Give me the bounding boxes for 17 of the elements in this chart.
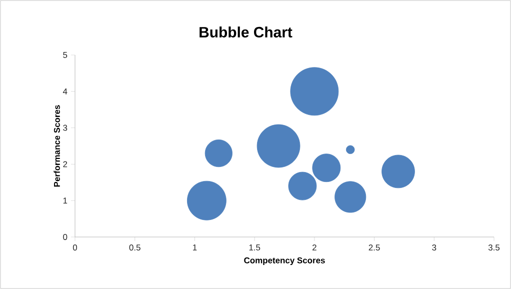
x-tick-label: 3.5: [488, 244, 500, 251]
x-tick-label: 2.5: [368, 244, 380, 251]
x-axis-title: Competency Scores: [244, 257, 325, 266]
x-tick-label: 3: [432, 244, 436, 251]
x-tick-label: 0.5: [129, 244, 140, 251]
y-axis-title: Performance Scores: [54, 105, 60, 187]
y-tick-label: 0: [63, 234, 68, 240]
y-tick-label: 2: [63, 161, 68, 168]
y-tick-label: 5: [63, 52, 68, 58]
x-tick-label: 2: [312, 244, 316, 250]
x-tick-label: 0: [72, 244, 78, 251]
x-tick-label: 1.5: [249, 244, 260, 250]
chart-title: Bubble Chart: [200, 26, 292, 38]
y-tick-label: 3: [63, 124, 68, 131]
x-tick-label: 1: [193, 244, 197, 250]
y-tick-label: 1: [63, 198, 68, 204]
y-tick-label: 4: [62, 88, 68, 94]
